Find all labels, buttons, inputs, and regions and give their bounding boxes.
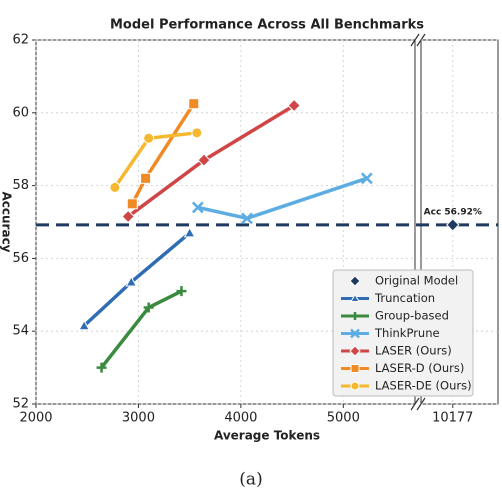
marker bbox=[350, 381, 360, 391]
marker bbox=[143, 132, 155, 144]
marker bbox=[241, 212, 253, 225]
marker bbox=[121, 209, 135, 224]
marker bbox=[446, 218, 460, 232]
marker bbox=[350, 364, 360, 373]
x-tick-label: 3000 bbox=[122, 411, 155, 426]
marker bbox=[351, 312, 359, 320]
legend-label: ThinkPrune bbox=[374, 326, 440, 340]
marker bbox=[287, 98, 301, 113]
marker bbox=[350, 328, 360, 339]
marker bbox=[143, 302, 154, 313]
legend-label: Truncation bbox=[374, 291, 435, 305]
marker bbox=[188, 98, 200, 110]
break-gap bbox=[416, 38, 420, 406]
marker bbox=[183, 226, 196, 238]
marker bbox=[191, 127, 203, 139]
y-tick-label: 58 bbox=[12, 178, 29, 193]
y-tick-label: 60 bbox=[12, 105, 29, 120]
legend-label: LASER-DE (Ours) bbox=[375, 379, 472, 393]
marker bbox=[125, 276, 138, 287]
marker bbox=[191, 201, 204, 214]
marker bbox=[96, 362, 107, 373]
y-tick-label: 62 bbox=[12, 33, 29, 48]
legend-label: Original Model bbox=[375, 274, 458, 288]
marker bbox=[176, 286, 187, 297]
marker bbox=[349, 345, 361, 357]
y-tick-label: 56 bbox=[12, 251, 29, 266]
marker bbox=[197, 153, 211, 167]
marker bbox=[140, 172, 152, 184]
marker bbox=[350, 293, 360, 302]
y-tick-label: 54 bbox=[12, 324, 29, 339]
legend-label: LASER-D (Ours) bbox=[375, 361, 464, 375]
caption: (a) bbox=[239, 470, 262, 490]
legend-label: Group-based bbox=[375, 309, 449, 323]
y-tick-label: 52 bbox=[12, 397, 29, 412]
x-axis-label: Average Tokens bbox=[214, 429, 320, 443]
marker bbox=[109, 181, 121, 193]
marker bbox=[126, 198, 138, 210]
x-tick-label: 4000 bbox=[224, 411, 257, 426]
x-tick-label: 10177 bbox=[432, 411, 473, 426]
legend-box bbox=[332, 269, 474, 397]
reference-label: Acc 56.92% bbox=[424, 207, 482, 217]
marker bbox=[78, 319, 90, 331]
legend: Original Model Truncation Group-based Think… bbox=[332, 269, 474, 397]
chart-title: Model Performance Across All Benchmarks bbox=[110, 18, 424, 33]
marker bbox=[360, 172, 373, 185]
marker bbox=[349, 275, 361, 287]
y-axis-label: Accuracy bbox=[0, 191, 14, 252]
x-tick-label: 5000 bbox=[327, 411, 360, 426]
legend-label: LASER (Ours) bbox=[375, 344, 452, 358]
x-tick-label: 2000 bbox=[19, 411, 52, 426]
